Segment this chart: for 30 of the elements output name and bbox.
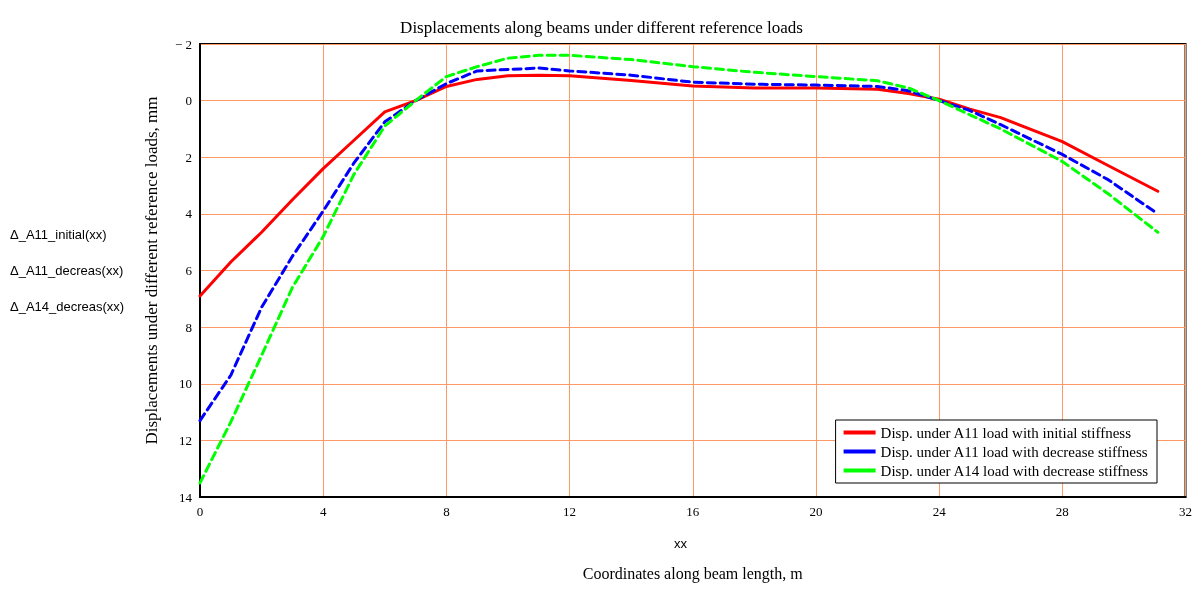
y-tick-label: 6 xyxy=(185,263,193,278)
x-tick-label: 8 xyxy=(443,504,450,519)
y-tick-label: 10 xyxy=(179,376,192,392)
legend-label: Disp. under A11 load with decrease stiffness xyxy=(880,443,1148,460)
x-tick-label: 0 xyxy=(196,504,204,519)
legend-label: Disp. under A14 load with decrease stiffness xyxy=(880,462,1149,479)
text: Δ_A11_initial(xx) xyxy=(10,227,107,242)
x-tick-label: 28 xyxy=(1055,504,1069,519)
text: xx xyxy=(674,536,688,551)
x-tick-label: 4 xyxy=(319,504,327,519)
y-axis-title: Displacements under different reference loads, mm xyxy=(142,96,161,445)
y-tick-label: 14 xyxy=(179,489,193,505)
y-tick-label: 0 xyxy=(185,93,192,109)
x-tick-label: 20 xyxy=(809,504,823,519)
y-tick-label: 4 xyxy=(185,206,193,222)
x-axis-title: Coordinates along beam length, m xyxy=(582,564,804,583)
line-series xyxy=(198,73,1160,298)
y-tick-label: − 2 xyxy=(174,36,192,52)
line-series xyxy=(198,53,1160,485)
y-tick-label: 8 xyxy=(185,319,192,335)
text: Δ_A14_decreas(xx) xyxy=(10,299,125,314)
legend-label: Disp. under A11 load with initial stiffness xyxy=(880,424,1132,441)
x-tick-label: 24 xyxy=(932,504,947,519)
text: Δ_A11_decreas(xx) xyxy=(10,263,124,278)
y-tick-label: 2 xyxy=(185,149,192,165)
chart-title: Displacements along beams under different reference loads xyxy=(400,18,803,37)
x-tick-label: 32 xyxy=(1179,504,1192,519)
x-tick-label: 12 xyxy=(563,504,577,519)
y-tick-label: 12 xyxy=(179,432,192,448)
x-tick-label: 16 xyxy=(686,504,700,519)
